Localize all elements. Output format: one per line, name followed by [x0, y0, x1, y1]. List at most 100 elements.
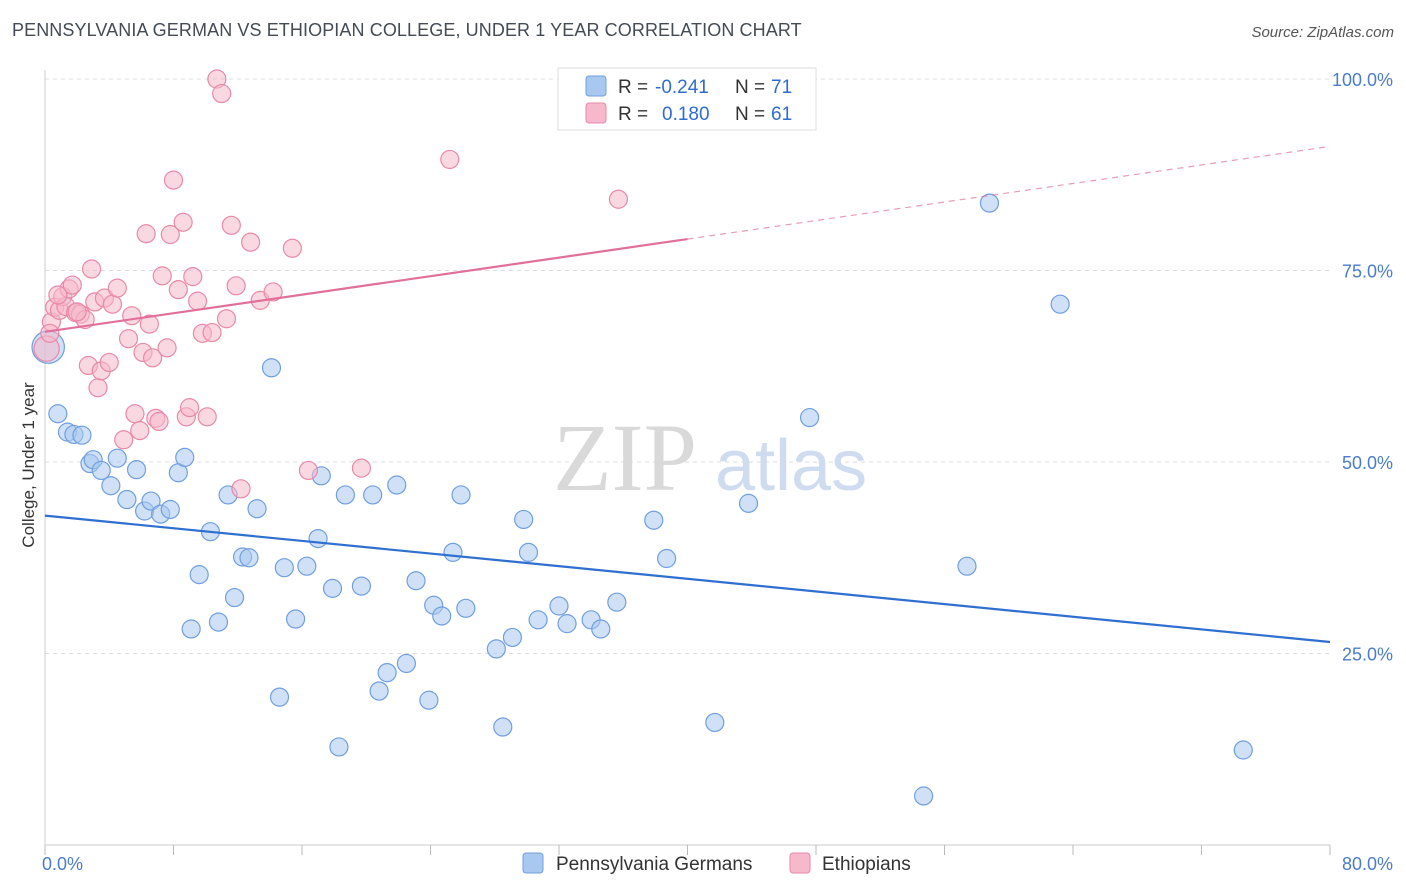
point-ethiopians-21 [118, 329, 139, 349]
data-points [31, 69, 1253, 806]
point-ethiopians-60 [67, 302, 87, 322]
y-tick-label-100: 100.0% [1332, 70, 1393, 90]
point-pennsylvania-germans-26 [247, 499, 267, 519]
point-pennsylvania-germans-65 [799, 407, 820, 428]
point-pennsylvania-germans-63 [705, 712, 725, 733]
point-pennsylvania-germans-50 [486, 639, 506, 659]
point-pennsylvania-germans-49 [456, 598, 476, 618]
point-pennsylvania-germans-69 [1050, 294, 1070, 314]
point-pennsylvania-germans-10 [117, 489, 137, 510]
point-pennsylvania-germans-19 [189, 565, 209, 585]
point-pennsylvania-germans-21 [208, 612, 229, 632]
point-pennsylvania-germans-59 [591, 619, 611, 639]
point-pennsylvania-germans-31 [297, 556, 317, 576]
x-tick-label-max: 80.0% [1342, 854, 1393, 874]
stats-n-value-1: 71 [771, 77, 792, 98]
trend-line-extension-ethiopians [687, 145, 1331, 240]
point-ethiopians-32 [157, 338, 177, 358]
point-pennsylvania-germans-35 [329, 737, 349, 757]
point-ethiopians-36 [173, 212, 193, 232]
point-pennsylvania-germans-67 [957, 556, 977, 576]
stats-swatch-pennsylvania-germans [585, 75, 607, 97]
point-pennsylvania-germans-18 [181, 619, 201, 639]
legend-label-ethiopians: Ethiopians [822, 854, 911, 875]
trend-line-pennsylvania-germans [44, 514, 1331, 644]
point-ethiopians-42 [197, 407, 217, 427]
point-pennsylvania-germans-41 [387, 475, 407, 495]
stats-n-label-2: N = [735, 104, 765, 125]
point-pennsylvania-germans-4 [72, 425, 92, 445]
watermark-atlas: atlas [715, 426, 867, 506]
point-pennsylvania-germans-46 [432, 606, 452, 626]
point-pennsylvania-germans-55 [528, 610, 548, 630]
point-pennsylvania-germans-15 [160, 499, 180, 520]
point-ethiopians-40 [187, 291, 208, 311]
point-ethiopians-47 [221, 215, 241, 235]
point-ethiopians-35 [168, 280, 188, 300]
source-credit: Source: ZipAtlas.com [1251, 24, 1394, 41]
point-ethiopians-39 [183, 267, 203, 287]
watermark: ZIP atlas [553, 404, 867, 511]
point-pennsylvania-germans-43 [406, 571, 426, 591]
point-pennsylvania-germans-60 [607, 592, 627, 612]
gridlines [45, 78, 1330, 654]
point-ethiopians-12 [81, 259, 102, 279]
point-ethiopians-30 [149, 411, 169, 432]
point-ethiopians-26 [136, 224, 156, 244]
legend-label-pennsylvania-germans: Pennsylvania Germans [556, 854, 752, 875]
point-ethiopians-27 [139, 314, 160, 334]
point-pennsylvania-germans-54 [518, 542, 539, 562]
y-axis-title: College, Under 1 year [19, 382, 38, 548]
point-ethiopians-57 [608, 189, 629, 209]
y-tick-label-75: 75.0% [1342, 262, 1393, 282]
point-pennsylvania-germans-25 [239, 548, 259, 568]
point-ethiopians-58 [40, 323, 60, 343]
point-ethiopians-34 [163, 170, 184, 190]
y-tick-label-50: 50.0% [1342, 453, 1393, 473]
point-pennsylvania-germans-53 [514, 509, 534, 530]
point-pennsylvania-germans-64 [738, 493, 759, 513]
stats-legend: R = -0.241 N = 71 R = 0.180 N = 61 [557, 67, 817, 131]
point-ethiopians-20 [114, 430, 134, 450]
point-pennsylvania-germans-70 [1233, 740, 1253, 760]
point-pennsylvania-germans-57 [557, 614, 577, 634]
stats-r-label-2: R = [618, 104, 648, 125]
point-pennsylvania-germans-51 [493, 717, 513, 737]
point-pennsylvania-germans-17 [175, 447, 195, 468]
point-pennsylvania-germans-39 [369, 681, 389, 701]
chart-title: PENNSYLVANIA GERMAN VS ETHIOPIAN COLLEGE… [12, 20, 802, 40]
trend-lines [44, 145, 1331, 644]
stats-r-value-1: -0.241 [655, 77, 709, 98]
point-pennsylvania-germans-48 [451, 485, 471, 505]
point-pennsylvania-germans-7 [91, 460, 111, 481]
point-ethiopians-49 [231, 479, 251, 499]
series-legend: Pennsylvania Germans Ethiopians [522, 852, 911, 875]
stats-n-value-2: 61 [771, 104, 792, 125]
point-pennsylvania-germans-66 [914, 786, 934, 806]
point-pennsylvania-germans-30 [285, 609, 306, 629]
point-pennsylvania-germans-52 [502, 627, 523, 648]
stats-r-label-1: R = [618, 77, 648, 98]
stats-swatch-ethiopians [585, 102, 607, 124]
stats-r-value-2: 0.180 [662, 104, 710, 125]
legend-swatch-pennsylvania-germans [522, 852, 544, 874]
point-pennsylvania-germans-47 [443, 542, 463, 562]
point-ethiopians-52 [263, 282, 283, 302]
point-pennsylvania-germans-36 [335, 485, 355, 505]
point-ethiopians-22 [122, 306, 142, 326]
point-pennsylvania-germans-56 [549, 596, 569, 616]
point-pennsylvania-germans-27 [261, 358, 282, 378]
point-ethiopians-46 [216, 309, 237, 329]
point-ethiopians-45 [212, 83, 232, 104]
point-pennsylvania-germans-61 [644, 510, 664, 530]
point-pennsylvania-germans-40 [377, 663, 397, 683]
point-ethiopians-19 [107, 278, 127, 298]
point-ethiopians-59 [48, 285, 68, 305]
point-ethiopians-33 [160, 224, 180, 245]
point-ethiopians-54 [298, 460, 319, 481]
point-ethiopians-50 [241, 232, 261, 252]
point-pennsylvania-germans-28 [269, 687, 290, 707]
x-tick-labels: 0.0% 80.0% [42, 854, 1393, 874]
point-ethiopians-53 [282, 238, 302, 258]
